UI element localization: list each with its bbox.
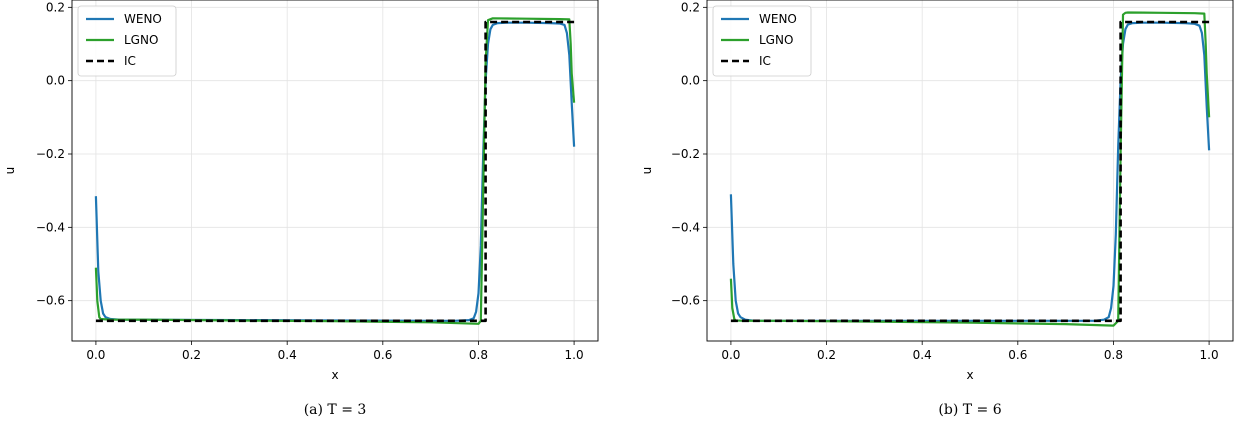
y-tick-label: 0.0 (681, 74, 700, 88)
legend-box (77, 5, 177, 77)
x-tick-label: 0.6 (1008, 348, 1027, 362)
y-tick-label: 0.2 (46, 0, 65, 14)
legend-label-ic: IC (759, 54, 771, 68)
x-tick-label: 0.2 (182, 348, 201, 362)
legend: WENO LGNO IC (712, 5, 812, 77)
chart-panel-2: 0.0 0.2 0.4 0.6 0.8 1.0 −0.6 −0.4 −0.2 0.0 0.2 x u WE… (640, 0, 1234, 418)
y-axis-label: u (3, 167, 17, 175)
x-tick-label: 0.4 (278, 348, 297, 362)
x-tick-label: 0.2 (817, 348, 836, 362)
x-tick-label: 0.4 (913, 348, 932, 362)
y-tick-label: 0.2 (681, 0, 700, 14)
y-axis-label: u (640, 167, 654, 175)
y-tick-label: −0.2 (671, 147, 700, 161)
y-tick-label: −0.4 (36, 220, 65, 234)
legend-label-weno: WENO (124, 12, 162, 26)
x-tick-label: 1.0 (565, 348, 584, 362)
legend-label-lgno: LGNO (759, 33, 793, 47)
y-tick-label: −0.6 (671, 294, 700, 308)
x-tick-label: 0.0 (86, 348, 105, 362)
y-tick-label: −0.2 (36, 147, 65, 161)
panel-caption: (a) T = 3 (304, 402, 367, 418)
series-line-ic (730, 20, 1210, 323)
y-tick-label: 0.0 (46, 74, 65, 88)
legend-label-weno: WENO (759, 12, 797, 26)
panel-caption: (b) T = 6 (938, 402, 1001, 418)
x-tick-label: 0.6 (373, 348, 392, 362)
chart-panel-1: 0.0 0.2 0.4 0.6 0.8 1.0 −0.6 −0.4 −0.2 0.0 0.2 x u WE… (3, 0, 599, 418)
axes-frame (71, 0, 599, 342)
x-tick-label: 0.8 (1104, 348, 1123, 362)
y-tick-label: −0.6 (36, 294, 65, 308)
y-tick-label: −0.4 (671, 220, 700, 234)
legend-label-lgno: LGNO (124, 33, 158, 47)
x-tick-label: 0.8 (469, 348, 488, 362)
axes-frame (706, 0, 1234, 342)
legend-box (712, 5, 812, 77)
series-line-lgno (94, 17, 576, 325)
legend-label-ic: IC (124, 54, 136, 68)
x-tick-label: 1.0 (1200, 348, 1219, 362)
legend: WENO LGNO IC (77, 5, 177, 77)
x-axis-label: x (966, 368, 973, 382)
x-axis-label: x (331, 368, 338, 382)
x-tick-label: 0.0 (721, 348, 740, 362)
series-line-ic (95, 20, 575, 323)
